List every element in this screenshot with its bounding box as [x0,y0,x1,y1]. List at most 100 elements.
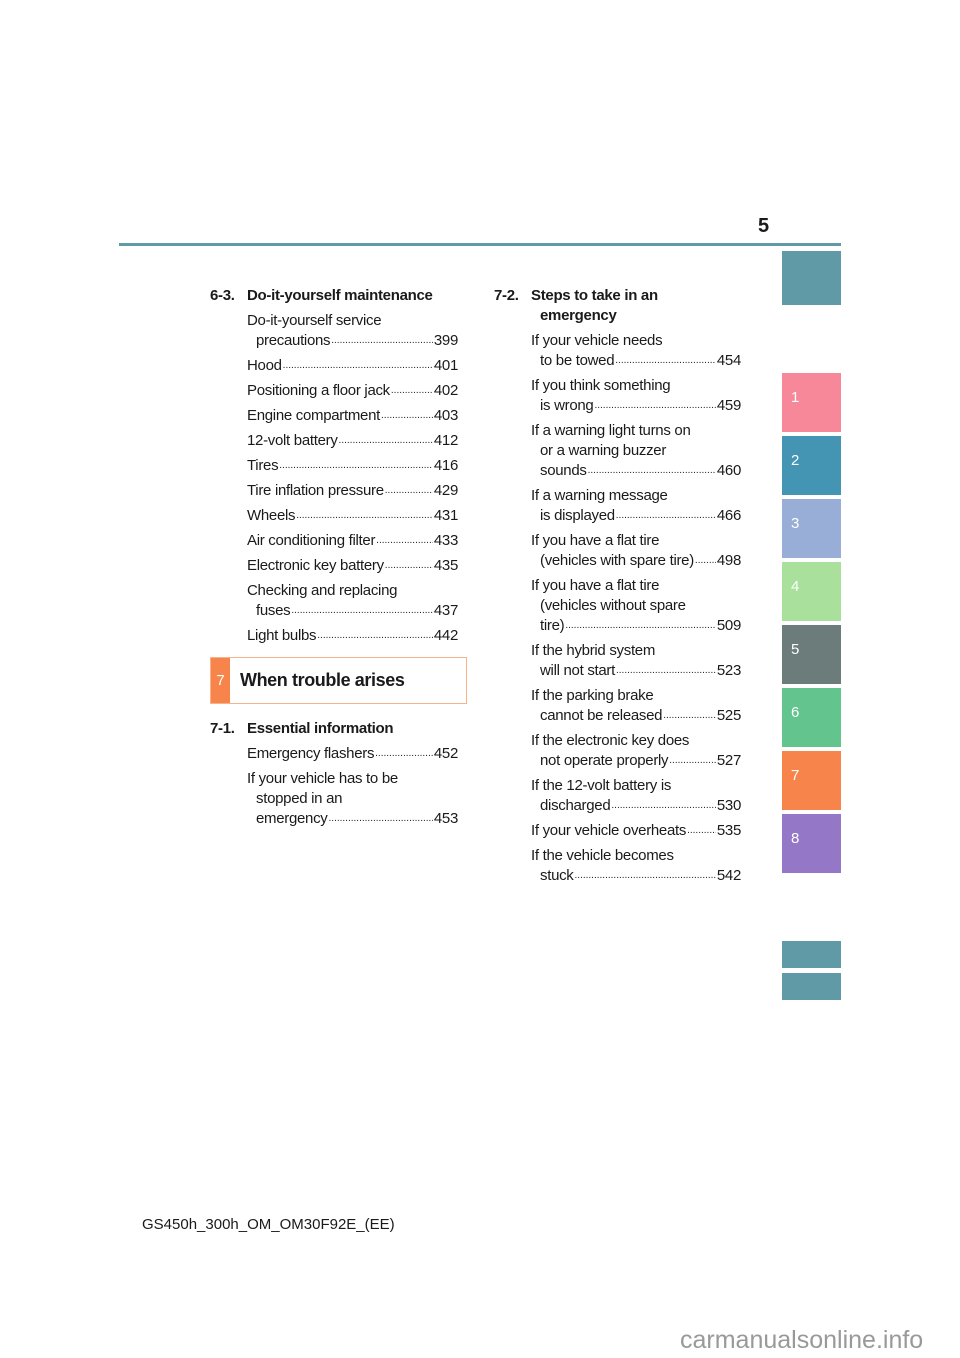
toc-entry-text: If the 12-volt battery is [531,777,672,794]
toc-entry-last-line: Light bulbs 442 [247,626,458,646]
toc-entry[interactable]: Tire inflation pressure 429 [247,481,458,501]
toc-entry-text: Do-it-yourself service [247,312,382,329]
toc-entry-text: is wrong [540,397,594,414]
toc-entry[interactable]: Positioning a floor jack 402 [247,381,458,401]
toc-entry[interactable]: Do-it-yourself service precautions 399 [247,311,458,351]
toc-entry-last-line: Positioning a floor jack 402 [247,381,458,401]
toc-page-number: 399 [433,332,458,349]
toc-page-number: 453 [433,810,458,827]
toc-entry-text: Engine compartment [247,407,381,424]
toc-entry[interactable]: Hood 401 [247,356,458,376]
toc-entry-last-line: Hood 401 [247,356,458,376]
chapter-tab-7[interactable]: 7 [782,751,841,810]
footer-doc-id: GS450h_300h_OM_OM30F92E_(EE) [142,1216,395,1233]
chapter-tab-5[interactable]: 5 [782,625,841,684]
toc-entry[interactable]: If a warning message is displayed 466 [531,486,741,526]
toc-entry-last-line: not operate properly 527 [531,751,741,771]
dot-leader [339,431,433,451]
toc-entry[interactable]: Engine compartment 403 [247,406,458,426]
section-entries: Emergency flashers 452 If your vehicle has… [247,744,458,829]
toc-entry-last-line: sounds 460 [531,461,741,481]
section-title: Do-it-yourself maintenance [247,287,433,304]
toc-entry-text: If the hybrid system [531,642,656,659]
toc-entry-text: Tires [247,457,279,474]
dot-leader [594,396,715,416]
toc-entry-last-line: If your vehicle overheats 535 [531,821,741,841]
toc-entry[interactable]: Tires 416 [247,456,458,476]
toc-entry[interactable]: Electronic key battery 435 [247,556,458,576]
dot-leader [615,351,716,371]
toc-entry-text: sounds [540,462,587,479]
tab-top[interactable] [782,251,841,305]
toc-entry-last-line: stuck 542 [531,866,741,886]
toc-entry[interactable]: Checking and replacing fuses 437 [247,581,458,621]
dot-leader [375,744,433,764]
toc-entry-text: Positioning a floor jack [247,382,390,399]
dot-leader [611,796,715,816]
toc-entry[interactable]: If your vehicle has to be stopped in an em… [247,769,458,829]
toc-entry-text: If your vehicle has to be [247,770,398,787]
toc-page-number: 509 [716,617,741,634]
toc-entry[interactable]: Light bulbs 442 [247,626,458,646]
toc-page-number: 527 [716,752,741,769]
toc-entry-last-line: is wrong 459 [531,396,741,416]
header-rule [119,243,841,246]
chapter-tab-4[interactable]: 4 [782,562,841,621]
tab-bottom-1[interactable] [782,941,841,968]
toc-entry-text: emergency [256,810,328,827]
toc-page-number: 416 [433,457,458,474]
toc-page-number: 429 [433,482,458,499]
toc-entry-last-line: discharged 530 [531,796,741,816]
toc-entry[interactable]: If your vehicle needs to be towed 454 [531,331,741,371]
toc-entry-last-line: cannot be released 525 [531,706,741,726]
chapter-7-heading[interactable]: 7 When trouble arises [210,657,467,704]
toc-entry[interactable]: If you have a flat tire (vehicles without… [531,576,741,636]
tab-bottom-2[interactable] [782,973,841,1000]
toc-entry[interactable]: If the 12-volt battery is discharged 530 [531,776,741,816]
section-number: 7-2. [494,287,519,304]
toc-entry-text: (vehicles with spare tire) [540,552,694,569]
toc-entry[interactable]: 12-volt battery 412 [247,431,458,451]
chapter-tab-6[interactable]: 6 [782,688,841,747]
toc-entry-text: Hood [247,357,282,374]
toc-entry-text: If the parking brake [531,687,654,704]
toc-page-number: 498 [716,552,741,569]
chapter-title: When trouble arises [240,670,405,690]
toc-page-number: 542 [716,867,741,884]
toc-page-number: 442 [433,627,458,644]
toc-entry[interactable]: If the hybrid system will not start 523 [531,641,741,681]
dot-leader [695,551,716,571]
toc-entry[interactable]: Air conditioning filter 433 [247,531,458,551]
chapter-tab-2[interactable]: 2 [782,436,841,495]
toc-entry[interactable]: If the electronic key does not operate pr… [531,731,741,771]
chapter-tab-8[interactable]: 8 [782,814,841,873]
dot-leader [391,381,433,401]
toc-entry-text: If a warning light turns on [531,422,691,439]
toc-page-number: 431 [433,507,458,524]
toc-entry[interactable]: If a warning light turns on or a warning … [531,421,741,481]
toc-entry[interactable]: Emergency flashers 452 [247,744,458,764]
dot-leader [385,481,433,501]
toc-page-number: 460 [716,462,741,479]
watermark: carmanualsonline.info [680,1326,924,1354]
toc-entry[interactable]: If the parking brake cannot be released 52… [531,686,741,726]
chapter-tab-1[interactable]: 1 [782,373,841,432]
toc-entry-text: will not start [540,662,615,679]
toc-page-number: 412 [433,432,458,449]
toc-entry-last-line: emergency 453 [247,809,458,829]
chapter-number: 7 [211,658,230,703]
toc-entry[interactable]: If you think something is wrong 459 [531,376,741,416]
toc-entry[interactable]: If the vehicle becomes stuck 542 [531,846,741,886]
section-number: 7-1. [210,720,235,737]
toc-entry-last-line: Tire inflation pressure 429 [247,481,458,501]
toc-entry-text: (vehicles without spare [540,597,686,614]
dot-leader [575,866,716,886]
toc-entry-text: stuck [540,867,574,884]
toc-entry[interactable]: If you have a flat tire (vehicles with sp… [531,531,741,571]
toc-entry[interactable]: Wheels 431 [247,506,458,526]
toc-entry[interactable]: If your vehicle overheats 535 [531,821,741,841]
dot-leader [669,751,716,771]
toc-entry-text: stopped in an [256,790,343,807]
chapter-tab-3[interactable]: 3 [782,499,841,558]
